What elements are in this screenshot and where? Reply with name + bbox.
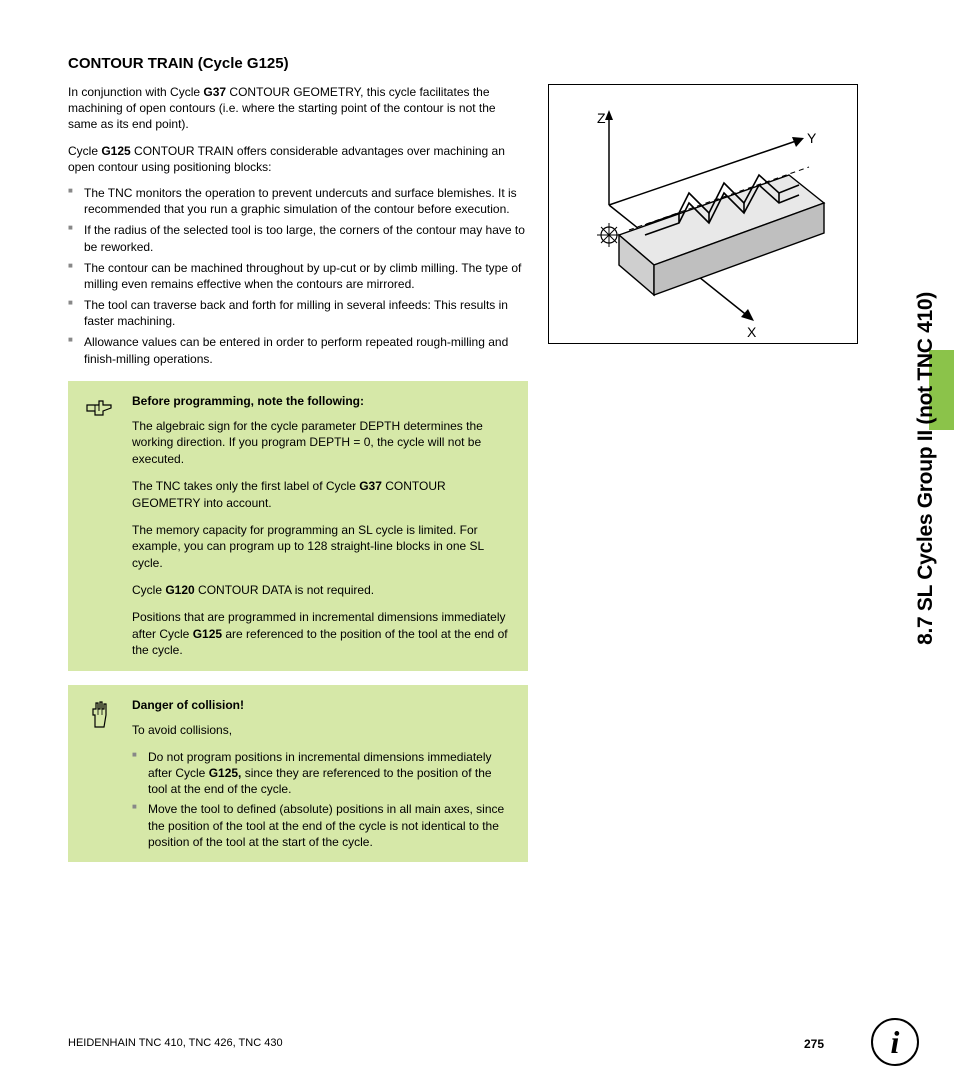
note-title: Before programming, note the following: [132,393,514,410]
intro-paragraph-2: Cycle G125 CONTOUR TRAIN offers consider… [68,143,528,175]
cycle-code: G37 [203,85,226,99]
axis-label-z: Z [597,110,606,126]
footer-doc-title: HEIDENHAIN TNC 410, TNC 426, TNC 430 [68,1037,283,1051]
page-number: 275 [804,1037,824,1051]
list-item: Move the tool to defined (absolute) posi… [132,801,514,850]
note-title: Danger of collision! [132,697,514,714]
note-paragraph: The algebraic sign for the cycle paramet… [132,418,514,468]
list-item: If the radius of the selected tool is to… [68,222,528,254]
cycle-code: G37 [359,479,382,493]
page-heading: CONTOUR TRAIN (Cycle G125) [68,55,858,72]
side-section-title: 8.7 SL Cycles Group II (not TNC 410) [914,292,938,645]
danger-list: Do not program positions in incremental … [132,749,514,850]
list-item: Do not program positions in incremental … [132,749,514,798]
cycle-code: G125, [209,766,242,780]
note-paragraph: Positions that are programmed in increme… [132,609,514,659]
note-paragraph: To avoid collisions, [132,722,514,739]
note-box-before-programming: Before programming, note the following: … [68,381,528,671]
text: Cycle [68,144,101,158]
note-paragraph: The memory capacity for programming an S… [132,522,514,572]
cycle-code: G125 [193,627,222,641]
text: CONTOUR DATA is not required. [195,583,374,597]
contour-diagram: Z Y X [548,84,858,344]
main-content: CONTOUR TRAIN (Cycle G125) In conjunctio… [68,55,858,876]
advantages-list: The TNC monitors the operation to preven… [68,185,528,367]
axis-label-y: Y [807,130,817,146]
note-paragraph: Cycle G120 CONTOUR DATA is not required. [132,582,514,599]
note-paragraph: The TNC takes only the first label of Cy… [132,478,514,512]
intro-paragraph-1: In conjunction with Cycle G37 CONTOUR GE… [68,84,528,133]
text: Cycle [132,583,165,597]
cycle-code: G120 [165,583,194,597]
text: In conjunction with Cycle [68,85,203,99]
list-item: The tool can traverse back and forth for… [68,297,528,329]
cycle-code: G125 [101,144,130,158]
pointing-hand-icon [82,393,118,659]
list-item: The contour can be machined throughout b… [68,260,528,292]
list-item: The TNC monitors the operation to preven… [68,185,528,217]
info-icon: i [871,1018,919,1066]
caution-hand-icon [82,697,118,850]
axis-label-x: X [747,324,757,340]
text: The TNC takes only the first label of Cy… [132,479,359,493]
note-box-danger: Danger of collision! To avoid collisions… [68,685,528,862]
text: CONTOUR TRAIN offers considerable advant… [68,144,505,174]
page-footer: HEIDENHAIN TNC 410, TNC 426, TNC 430 275 [68,1037,824,1051]
list-item: Allowance values can be entered in order… [68,334,528,366]
